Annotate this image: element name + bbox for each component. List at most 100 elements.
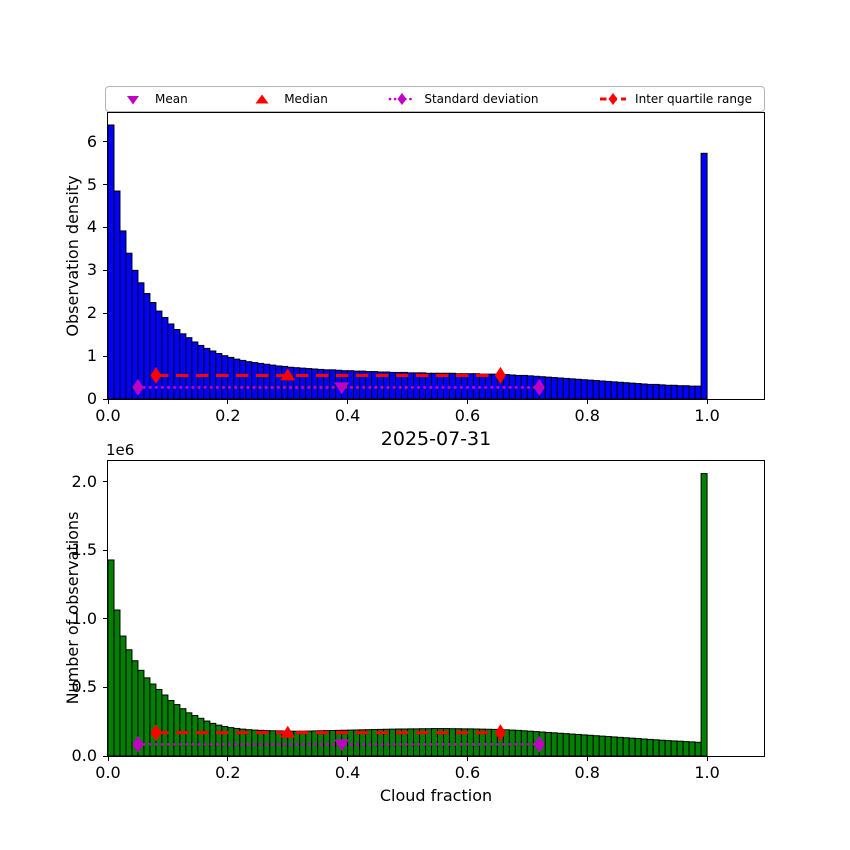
hist-bar bbox=[185, 337, 193, 400]
hist-bar bbox=[682, 385, 690, 400]
hist-bar bbox=[221, 355, 229, 400]
hist-bar bbox=[682, 741, 690, 757]
hist-bar bbox=[610, 736, 618, 757]
x-tick bbox=[347, 400, 349, 404]
y-tick-label: 1 bbox=[86, 346, 97, 366]
hist-bar bbox=[694, 385, 702, 400]
hist-bar bbox=[622, 382, 630, 400]
hist-bar bbox=[634, 383, 642, 400]
legend-item-median: Median bbox=[247, 92, 328, 106]
x-tick bbox=[347, 757, 349, 761]
hist-bar bbox=[125, 649, 133, 757]
hist-bar bbox=[604, 736, 612, 757]
x-tick-label: 1.0 bbox=[694, 763, 720, 782]
y-tick-label: 4 bbox=[86, 217, 97, 237]
hist-bar bbox=[299, 367, 307, 400]
iqr-marker-left bbox=[150, 724, 162, 742]
hist-bar bbox=[221, 726, 229, 757]
hist-bar bbox=[185, 712, 193, 757]
x-tick bbox=[586, 400, 588, 404]
y-tick bbox=[103, 618, 107, 620]
hist-bar bbox=[604, 380, 612, 400]
hist-bar bbox=[107, 124, 115, 400]
hist-bar bbox=[610, 381, 618, 400]
hist-bar bbox=[311, 368, 319, 400]
hist-bar bbox=[616, 736, 624, 757]
hist-bar bbox=[586, 734, 594, 757]
hist-bar bbox=[544, 731, 552, 757]
std-dev-marker-right bbox=[533, 735, 545, 753]
x-tick bbox=[227, 400, 229, 404]
hist-bar bbox=[568, 733, 576, 757]
iqr-marker-left bbox=[150, 366, 162, 384]
y-tick bbox=[103, 312, 107, 314]
hist-bar bbox=[670, 740, 678, 757]
iqr-marker-right bbox=[494, 724, 506, 742]
y-tick bbox=[103, 481, 107, 483]
hist-bar bbox=[640, 383, 648, 400]
hist-bar bbox=[197, 717, 205, 757]
hist-bar bbox=[598, 735, 606, 757]
mean-triangle-down-icon bbox=[127, 96, 139, 105]
x-tick-label: 1.0 bbox=[694, 406, 720, 425]
hist-bar bbox=[275, 365, 283, 400]
plot-title: 2025-07-31 bbox=[380, 428, 492, 450]
y-tick-label: 0 bbox=[86, 389, 97, 408]
hist-bar bbox=[700, 152, 708, 400]
y-tick bbox=[103, 755, 107, 757]
hist-bar bbox=[305, 368, 313, 400]
x-tick-label: 0.4 bbox=[334, 763, 361, 782]
hist-bar bbox=[658, 739, 666, 757]
hist-bar bbox=[269, 364, 277, 400]
hist-bar bbox=[257, 362, 265, 400]
hist-bar bbox=[227, 727, 235, 757]
hist-bar bbox=[550, 732, 558, 757]
iqr-marker-right bbox=[494, 366, 506, 384]
hist-bar bbox=[700, 473, 708, 757]
y-tick-label: 0.0 bbox=[71, 746, 97, 765]
y-tick bbox=[103, 398, 107, 400]
std-dev-marker-left bbox=[132, 735, 144, 753]
hist-bar bbox=[197, 344, 205, 400]
median-triangle-up-icon bbox=[255, 94, 269, 104]
hist-bar bbox=[580, 379, 588, 400]
hist-bar bbox=[239, 359, 247, 400]
x-tick-label: 0.8 bbox=[574, 406, 600, 425]
legend-item-inter-quartile-range: Inter quartile range bbox=[598, 92, 752, 106]
hist-bar bbox=[251, 362, 259, 400]
hist-bar bbox=[670, 384, 678, 400]
hist-bar bbox=[347, 729, 355, 757]
hist-bar bbox=[616, 381, 624, 400]
hist-bar bbox=[203, 347, 211, 400]
hist-bar bbox=[131, 269, 139, 400]
x-tick bbox=[706, 400, 708, 404]
hist-bar bbox=[652, 739, 660, 757]
hist-bar bbox=[580, 734, 588, 757]
observation-density-histogram-svg bbox=[107, 112, 765, 400]
hist-bar bbox=[574, 378, 582, 400]
y-tick bbox=[103, 549, 107, 551]
std-dev-marker-right bbox=[533, 378, 545, 396]
hist-bar bbox=[688, 741, 696, 757]
hist-bar bbox=[694, 741, 702, 757]
x-tick-label: 0.6 bbox=[454, 406, 481, 425]
legend-item-mean: Mean bbox=[118, 92, 188, 106]
y-tick-label: 1.5 bbox=[71, 540, 97, 560]
median-marker bbox=[280, 725, 296, 738]
y-tick-label: 6 bbox=[86, 131, 97, 151]
hist-bar bbox=[389, 371, 397, 400]
hist-bar bbox=[640, 738, 648, 757]
x-tick bbox=[107, 757, 109, 761]
hist-bar bbox=[113, 190, 121, 400]
y-tick bbox=[103, 269, 107, 271]
hist-bar bbox=[688, 385, 696, 400]
std-dev-marker-left bbox=[132, 378, 144, 396]
hist-bar bbox=[622, 737, 630, 757]
hist-bar bbox=[209, 350, 217, 400]
iqr-diamond-dashed-icon bbox=[600, 93, 627, 105]
x-tick bbox=[466, 757, 468, 761]
median-marker bbox=[280, 368, 296, 381]
mean-marker bbox=[334, 739, 350, 752]
hist-bar bbox=[586, 379, 594, 400]
